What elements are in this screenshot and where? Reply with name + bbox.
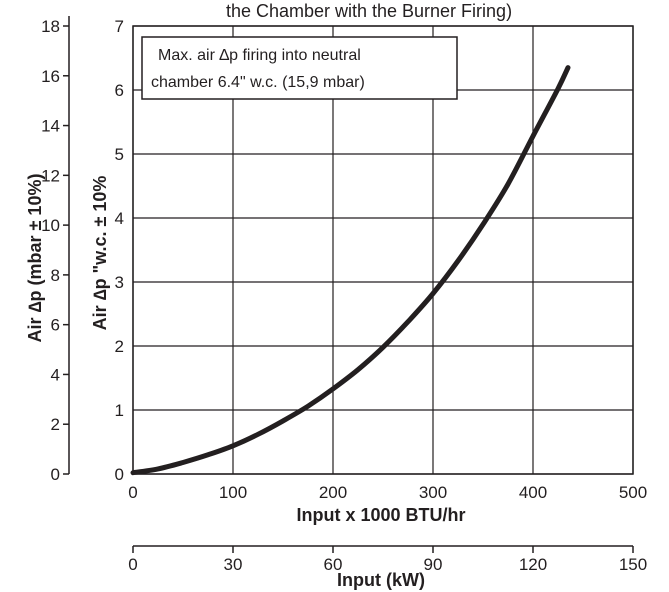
- y-secondary-tick-label-6: 6: [51, 316, 60, 335]
- annotation-line-1: Max. air ∆p firing into neutral: [158, 47, 361, 64]
- plot-frame: [132, 25, 634, 475]
- y-secondary-tick-label-2: 2: [51, 415, 60, 434]
- y-secondary-tick-label-16: 16: [41, 67, 60, 86]
- x-axis-secondary-title: Input (kW): [337, 570, 425, 590]
- x-tick-label-300: 300: [419, 483, 447, 502]
- x-secondary-tick-label-60: 60: [324, 555, 343, 574]
- y-secondary-tick-label-10: 10: [41, 216, 60, 235]
- y-tick-label-6: 6: [115, 81, 124, 100]
- y-secondary-tick-label-8: 8: [51, 266, 60, 285]
- x-axis-secondary: 0 30 60 90 120 150: [128, 545, 647, 574]
- x-secondary-tick-label-30: 30: [224, 555, 243, 574]
- y-tick-label-0: 0: [115, 465, 124, 484]
- x-axis-title: Input x 1000 BTU/hr: [296, 505, 465, 525]
- x-axis-ticks: 0 100 200 300 400 500: [128, 483, 647, 502]
- y-tick-label-1: 1: [115, 401, 124, 420]
- chart-title: the Chamber with the Burner Firing): [226, 1, 512, 21]
- y-secondary-tick-label-4: 4: [51, 365, 60, 384]
- y-axis-ticks: 0 1 2 3 4 5 6 7: [115, 17, 124, 484]
- annotation-line-2: chamber 6.4" w.c. (15,9 mbar): [151, 74, 365, 91]
- x-tick-label-100: 100: [219, 483, 247, 502]
- y-tick-label-7: 7: [115, 17, 124, 36]
- y-secondary-tick-label-14: 14: [41, 117, 60, 136]
- x-secondary-tick-label-150: 150: [619, 555, 647, 574]
- x-secondary-tick-label-0: 0: [128, 555, 137, 574]
- x-tick-label-500: 500: [619, 483, 647, 502]
- series-line-air-dp: [130, 65, 571, 476]
- x-tick-label-0: 0: [128, 483, 137, 502]
- x-secondary-tick-label-90: 90: [424, 555, 443, 574]
- y-axis-secondary: 0 2 4 6 8 10 12 14 16 18: [41, 16, 70, 484]
- y-secondary-tick-label-0: 0: [51, 465, 60, 484]
- y-secondary-tick-label-18: 18: [41, 17, 60, 36]
- y-secondary-tick-label-12: 12: [41, 166, 60, 185]
- x-tick-label-200: 200: [319, 483, 347, 502]
- y-tick-label-4: 4: [115, 209, 124, 228]
- y-tick-label-2: 2: [115, 337, 124, 356]
- x-tick-label-400: 400: [519, 483, 547, 502]
- y-axis-secondary-title: Air ∆p (mbar ± 10%): [25, 174, 45, 343]
- y-tick-label-5: 5: [115, 145, 124, 164]
- y-tick-label-3: 3: [115, 273, 124, 292]
- annotation-box: [141, 36, 458, 100]
- y-axis-title: Air ∆p "w.c. ± 10%: [90, 176, 110, 331]
- x-secondary-tick-label-120: 120: [519, 555, 547, 574]
